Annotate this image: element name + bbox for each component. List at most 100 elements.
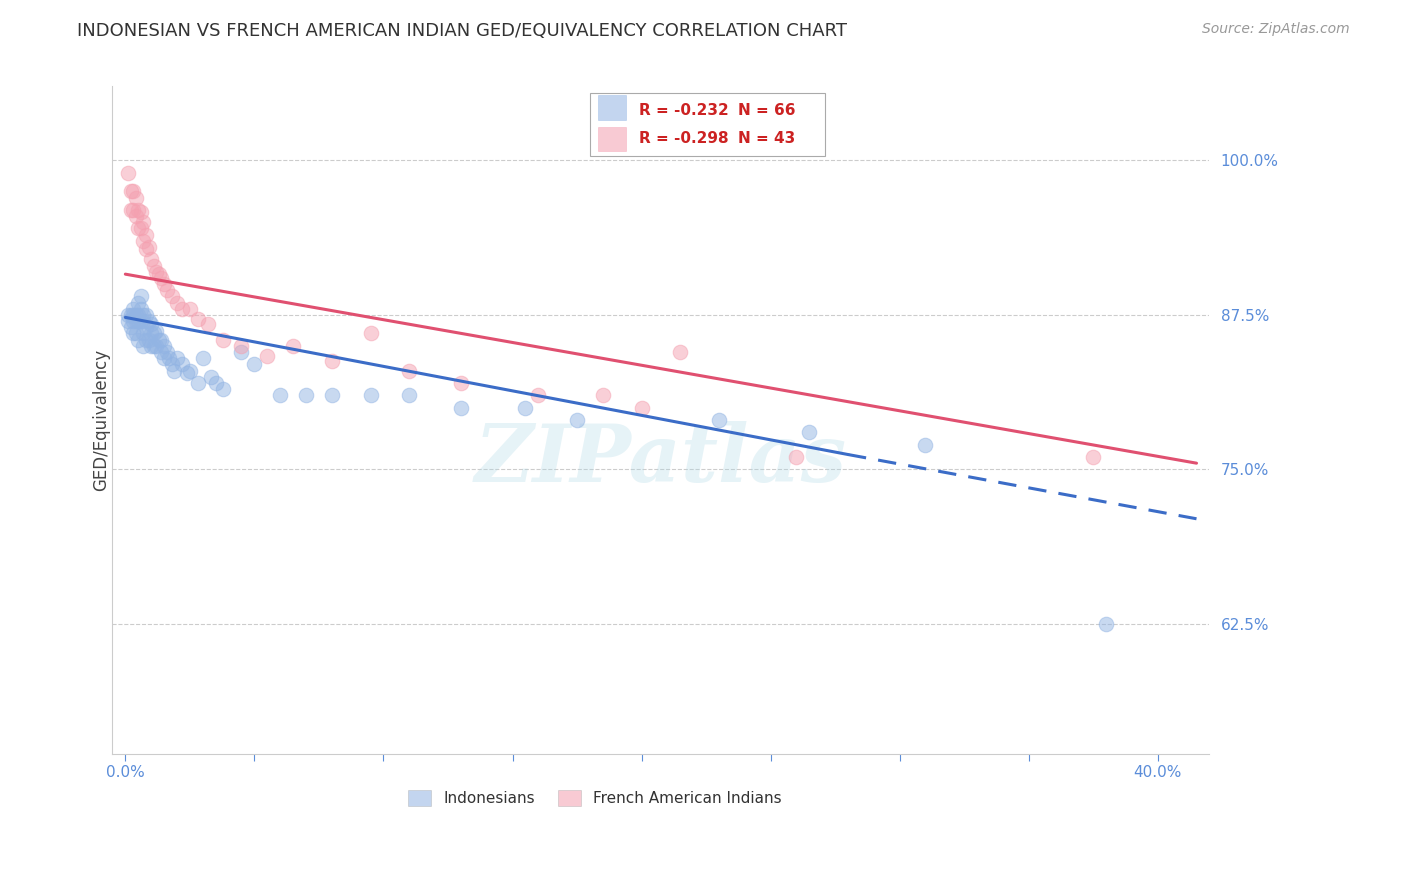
Point [269, 388, 291, 402]
Text: N = 66: N = 66 [738, 103, 796, 119]
Point [145, 265, 167, 279]
Point [450, 401, 472, 415]
Point [127, 202, 149, 217]
Point [127, 221, 149, 235]
Point [129, 205, 152, 219]
Point [138, 333, 160, 347]
Point [321, 353, 343, 368]
Point [707, 413, 730, 427]
Point [124, 190, 146, 204]
Point [122, 202, 145, 217]
FancyBboxPatch shape [589, 93, 825, 156]
Point [360, 326, 382, 341]
Point [132, 314, 155, 328]
Point [150, 333, 173, 347]
Point [145, 339, 167, 353]
Point [914, 437, 936, 451]
Y-axis label: GED/Equivalency: GED/Equivalency [93, 349, 110, 491]
Point [163, 363, 186, 377]
Point [204, 376, 226, 390]
Point [630, 401, 652, 415]
Point [398, 388, 420, 402]
Point [153, 351, 176, 366]
Point [1095, 616, 1118, 631]
Point [256, 349, 278, 363]
Point [160, 289, 183, 303]
Point [129, 221, 152, 235]
Point [172, 357, 194, 371]
Point [321, 388, 343, 402]
Text: INDONESIAN VS FRENCH AMERICAN INDIAN GED/EQUIVALENCY CORRELATION CHART: INDONESIAN VS FRENCH AMERICAN INDIAN GED… [77, 22, 848, 40]
Point [120, 308, 142, 322]
Point [138, 314, 160, 328]
Point [132, 326, 155, 341]
Point [156, 345, 179, 359]
Point [132, 215, 155, 229]
Point [142, 259, 165, 273]
Point [142, 339, 165, 353]
Point [135, 333, 157, 347]
Point [129, 314, 152, 328]
Point [592, 388, 614, 402]
Point [179, 363, 201, 377]
Point [122, 301, 145, 316]
Point [127, 295, 149, 310]
Point [212, 382, 235, 396]
Point [157, 351, 180, 366]
Point [120, 202, 142, 217]
Point [527, 388, 550, 402]
Point [129, 289, 152, 303]
Point [141, 317, 163, 331]
Point [166, 295, 188, 310]
Point [117, 308, 139, 322]
Point [124, 209, 146, 223]
Point [150, 345, 173, 359]
Point [153, 277, 176, 291]
Point [122, 314, 145, 328]
Point [150, 271, 173, 285]
Point [148, 333, 170, 347]
Point [135, 227, 157, 242]
Point [398, 363, 420, 377]
Point [156, 283, 179, 297]
Point [117, 166, 139, 180]
Point [231, 339, 253, 353]
Point [135, 243, 157, 257]
Point [141, 252, 163, 267]
Text: ZIPatlas: ZIPatlas [475, 421, 846, 499]
FancyBboxPatch shape [599, 95, 626, 120]
Point [187, 376, 209, 390]
Point [212, 333, 235, 347]
Text: N = 43: N = 43 [738, 131, 794, 146]
Point [135, 308, 157, 322]
Point [160, 357, 183, 371]
Point [117, 314, 139, 328]
Point [197, 317, 219, 331]
Point [142, 326, 165, 341]
Point [172, 301, 194, 316]
Text: Source: ZipAtlas.com: Source: ZipAtlas.com [1202, 22, 1350, 37]
Point [138, 240, 160, 254]
Point [176, 366, 198, 380]
Point [129, 301, 152, 316]
Point [120, 320, 142, 334]
Point [799, 425, 821, 440]
Point [295, 388, 318, 402]
Text: R = -0.298: R = -0.298 [638, 131, 728, 146]
Point [187, 311, 209, 326]
Point [141, 326, 163, 341]
Point [669, 345, 692, 359]
Point [148, 267, 170, 281]
Point [124, 308, 146, 322]
Text: R = -0.232: R = -0.232 [638, 103, 728, 119]
Point [191, 351, 214, 366]
Point [281, 339, 304, 353]
Point [127, 314, 149, 328]
Point [141, 339, 163, 353]
Point [132, 234, 155, 248]
Point [153, 339, 176, 353]
Point [127, 333, 149, 347]
Point [179, 301, 201, 316]
Point [132, 308, 155, 322]
Legend: Indonesians, French American Indians: Indonesians, French American Indians [402, 784, 787, 813]
